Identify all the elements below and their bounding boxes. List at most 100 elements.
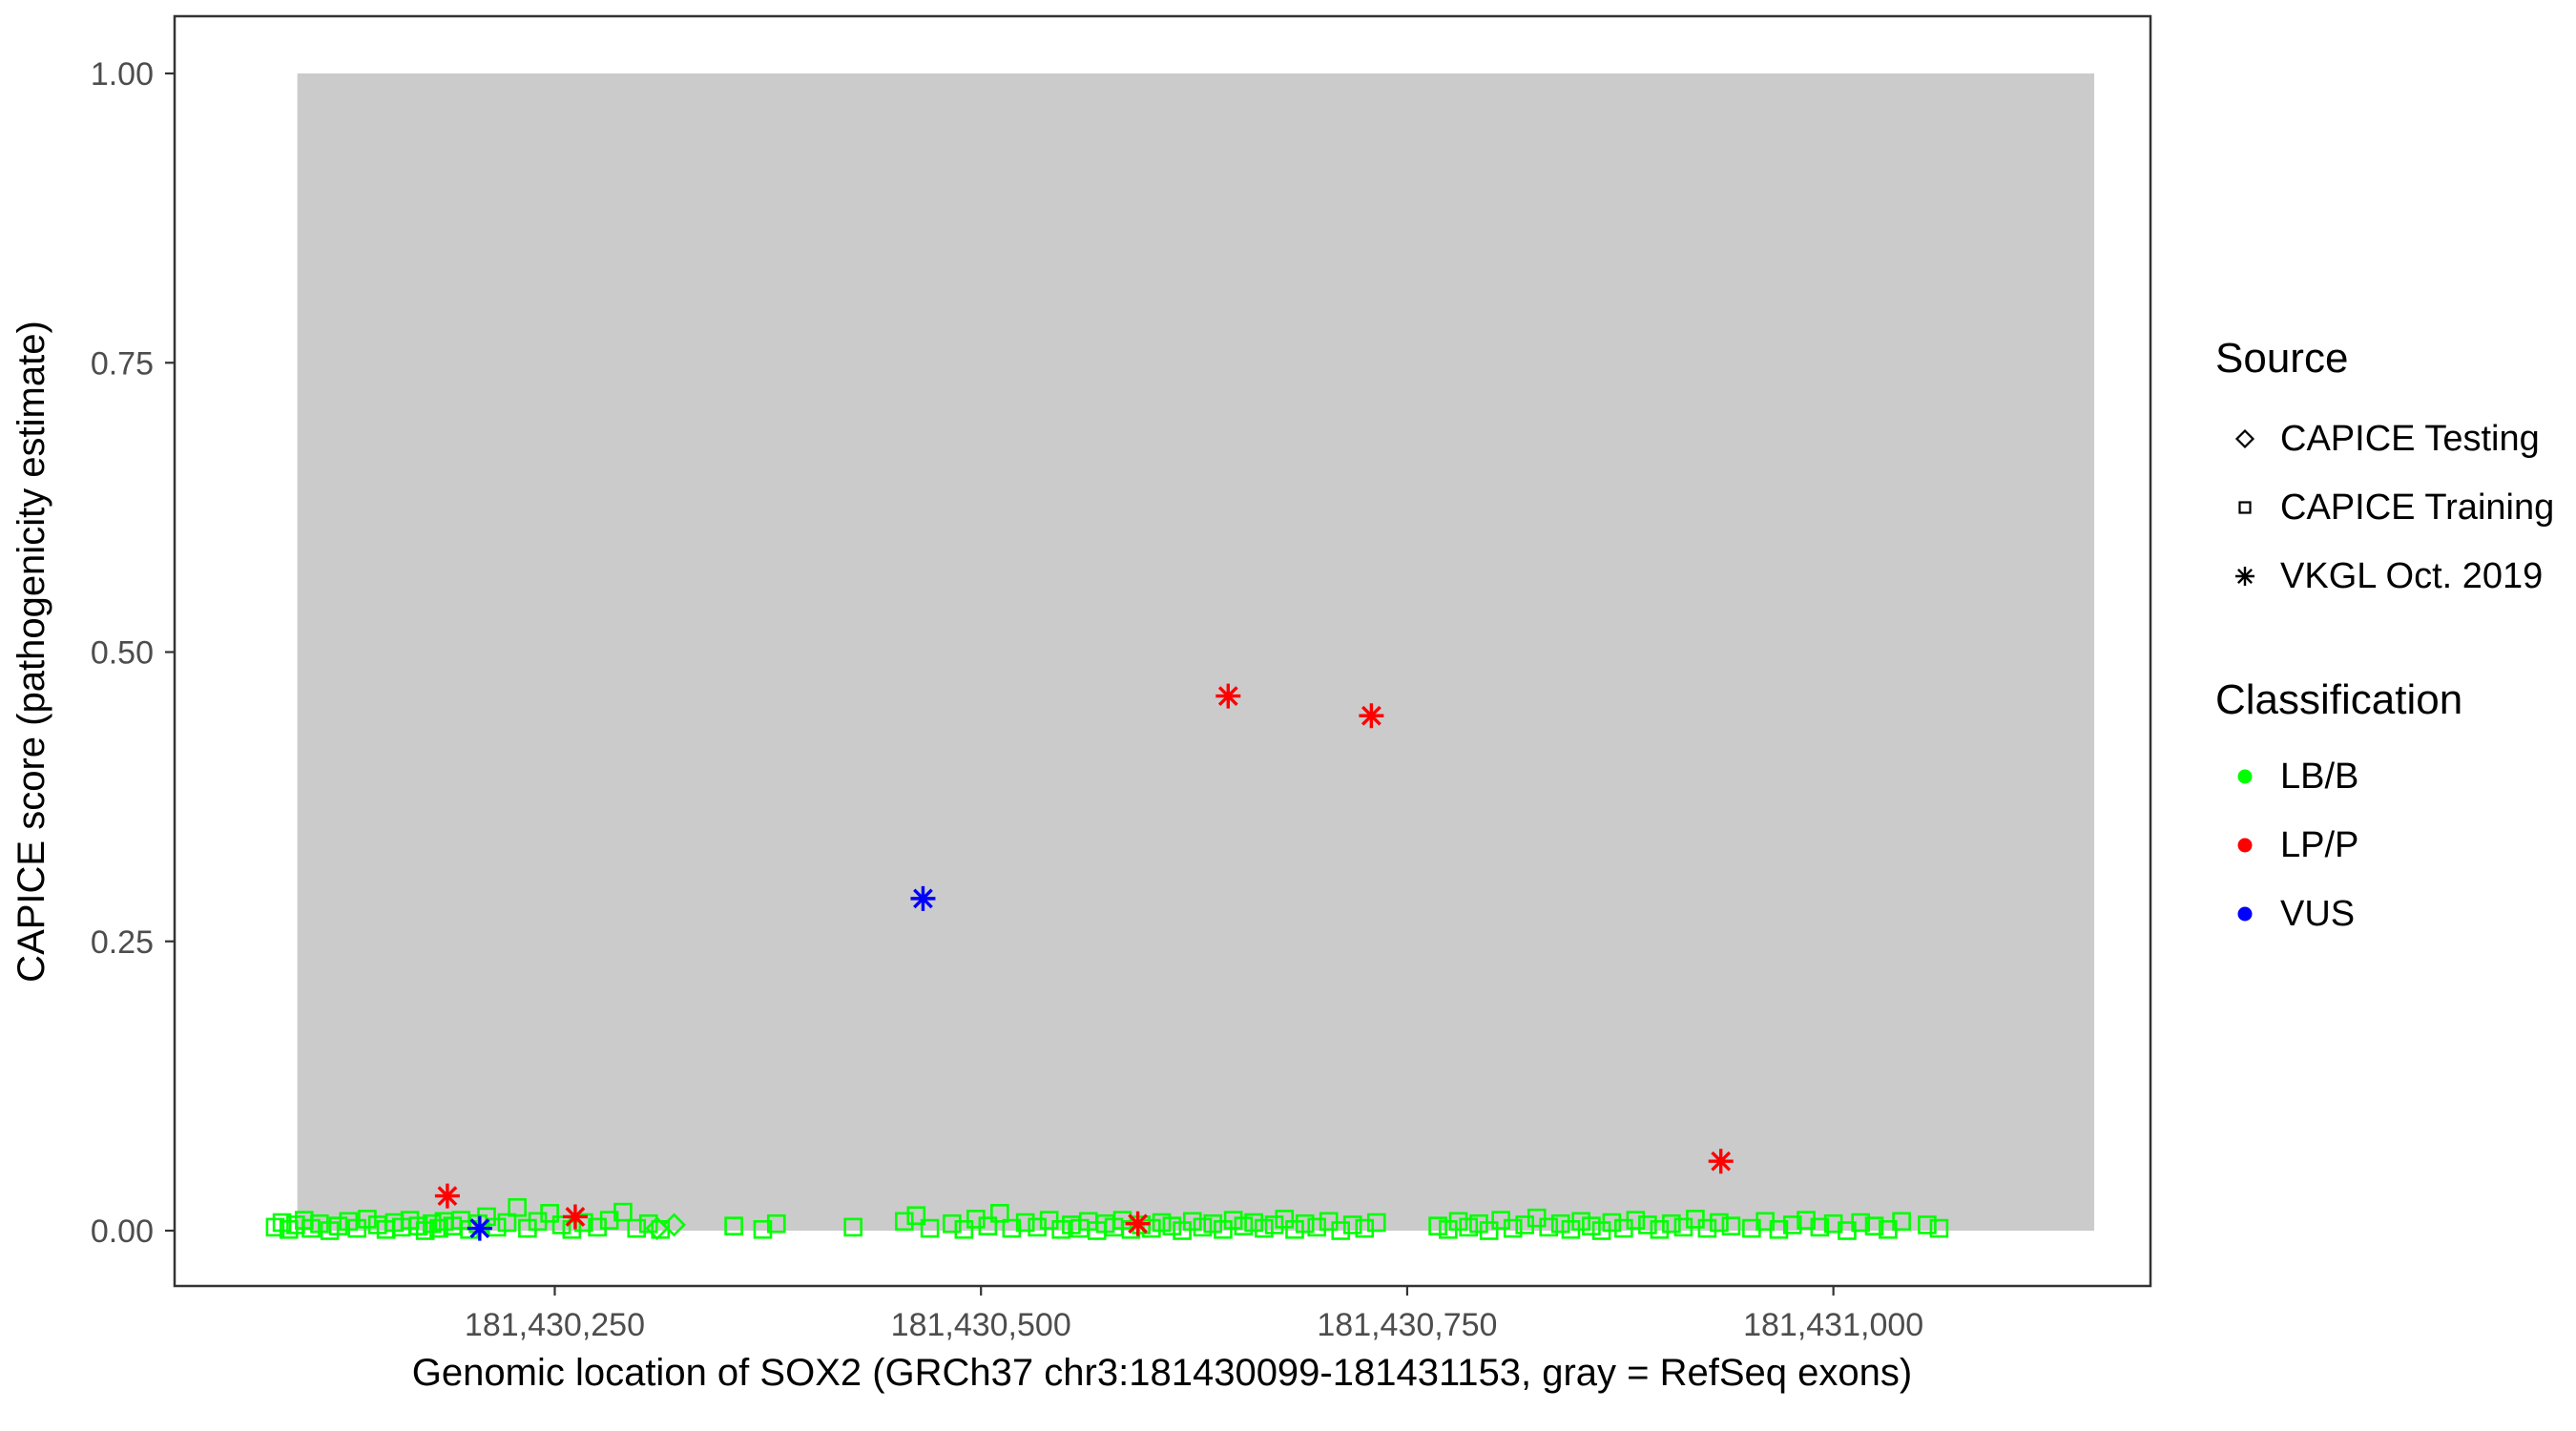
green-dot-icon (2229, 760, 2261, 793)
data-point-square (1810, 1217, 1830, 1237)
legend-source-title: Source (2215, 335, 2349, 382)
y-tick-label: 0.50 (91, 635, 154, 672)
data-point-square (1244, 1213, 1263, 1233)
data-point-square (408, 1216, 428, 1235)
data-point-asterisk (467, 1215, 492, 1241)
blue-dot-icon (2229, 898, 2261, 930)
data-point-asterisk (562, 1204, 588, 1230)
x-axis-title: Genomic location of SOX2 (GRCh37 chr3:18… (412, 1352, 1912, 1394)
legend-item-capice-testing: CAPICE Testing (2215, 404, 2554, 473)
data-point-square (753, 1219, 773, 1239)
y-axis-title: CAPICE score (pathogenicity estimate) (10, 321, 52, 983)
x-tick-label: 181,430,250 (465, 1307, 645, 1343)
data-point-square (1193, 1217, 1213, 1237)
legend-item-label: LP/P (2280, 824, 2359, 865)
data-point-square (1355, 1218, 1375, 1238)
legend-item-label: CAPICE Training (2280, 487, 2555, 528)
data-point-square (1162, 1216, 1182, 1235)
legend-item-label: LB/B (2280, 756, 2359, 797)
data-point-asterisk (1215, 683, 1241, 709)
data-point-asterisk (434, 1183, 460, 1209)
data-point-square (1710, 1213, 1729, 1233)
legend-item-lbb: LB/B (2215, 742, 2554, 811)
data-point-asterisk (1359, 703, 1384, 729)
y-tick-label: 0.25 (91, 924, 154, 961)
data-point-square (1626, 1211, 1646, 1230)
legend-item-label: VKGL Oct. 2019 (2280, 555, 2544, 596)
data-point-square (1152, 1213, 1172, 1233)
data-point-square (1851, 1213, 1871, 1233)
data-point-square (1015, 1213, 1035, 1233)
data-point-square (1721, 1216, 1741, 1235)
data-point-square (766, 1213, 786, 1234)
data-point-square (1366, 1213, 1386, 1233)
data-point-square (1255, 1218, 1274, 1238)
data-point-square (724, 1216, 743, 1235)
y-tick-label: 1.00 (91, 56, 154, 93)
legend-item-vus: VUS (2215, 880, 2554, 948)
data-point-square (358, 1210, 377, 1229)
data-point-square (423, 1213, 442, 1234)
exon-region (297, 73, 2095, 1231)
data-point-square (1638, 1215, 1657, 1234)
data-point-square (1234, 1216, 1254, 1235)
data-point-square (497, 1213, 517, 1233)
data-point-square (328, 1216, 348, 1235)
data-point-square (906, 1206, 926, 1226)
square-icon (2229, 491, 2261, 524)
data-point-square (1448, 1212, 1468, 1232)
x-tick-label: 181,430,500 (891, 1307, 1071, 1343)
diamond-icon (2229, 423, 2261, 455)
data-point-square (1428, 1216, 1447, 1235)
legend: Source CAPICE Testing CAPICE Training (2215, 336, 2554, 948)
data-point-square (1223, 1211, 1243, 1230)
legend-item-capice-training: CAPICE Training (2215, 473, 2554, 542)
plot-dynamic-layer: 181,430,250 181,430,500 181,430,750 181,431… (91, 14, 2152, 1343)
data-point-asterisk (910, 885, 936, 911)
data-point-square (1697, 1218, 1717, 1238)
data-point-square (1864, 1216, 1884, 1235)
data-point-diamond (645, 1216, 670, 1241)
data-point-square (638, 1213, 658, 1234)
data-point-square (1459, 1217, 1479, 1237)
y-tick-label: 0.00 (91, 1213, 154, 1250)
data-point-square (1782, 1215, 1802, 1234)
legend-item-lpp: LP/P (2215, 811, 2554, 880)
data-point-square (1275, 1210, 1295, 1229)
data-point-square (1650, 1219, 1670, 1239)
y-tick-label: 0.75 (91, 345, 154, 382)
data-point-square (1295, 1213, 1315, 1234)
data-point-square (627, 1218, 647, 1238)
data-point-square (1264, 1215, 1284, 1234)
data-point-square (1662, 1213, 1681, 1234)
legend-classification-title: Classification (2215, 676, 2463, 723)
data-point-square (508, 1197, 527, 1217)
data-point-square (265, 1217, 285, 1237)
data-point-square (954, 1219, 974, 1239)
legend-item-label: VUS (2280, 893, 2356, 934)
data-point-square (613, 1202, 633, 1222)
data-point-square (1479, 1221, 1499, 1240)
red-dot-icon (2229, 829, 2261, 861)
data-point-square (920, 1218, 940, 1238)
data-point-square (1182, 1212, 1202, 1232)
data-point-square (978, 1216, 998, 1235)
asterisk-icon (2229, 560, 2261, 592)
data-point-diamond (662, 1213, 687, 1237)
data-point-square (1892, 1212, 1911, 1232)
data-point-square (1769, 1219, 1789, 1239)
data-point-square (943, 1213, 962, 1234)
data-point-square (540, 1204, 559, 1223)
data-point-asterisk (1125, 1211, 1151, 1236)
data-point-square (843, 1217, 862, 1237)
data-point-square (551, 1215, 571, 1234)
x-tick-label: 181,431,000 (1743, 1307, 1923, 1343)
data-point-square (1539, 1217, 1559, 1237)
data-point-square (1285, 1219, 1304, 1239)
data-point-square (1929, 1218, 1949, 1238)
data-point-square (1051, 1219, 1070, 1239)
data-point-square (1550, 1213, 1570, 1234)
data-point-square (1307, 1217, 1327, 1237)
